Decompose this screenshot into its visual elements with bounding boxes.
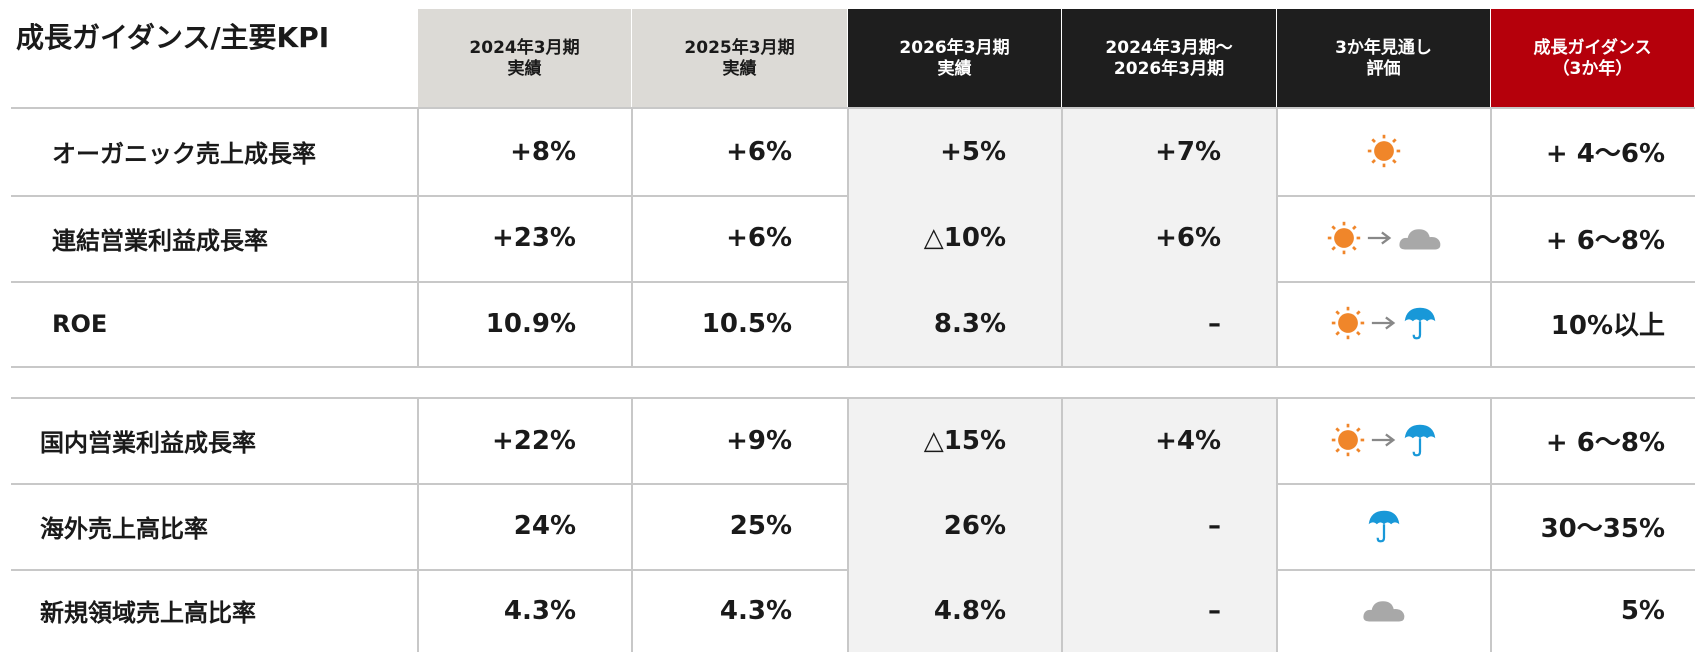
- group-line: [11, 107, 1695, 109]
- value-cell: 4.3%: [719, 595, 792, 626]
- value-cell: –: [1208, 308, 1221, 339]
- value-cell: 26%: [943, 511, 1006, 541]
- value-cell: –: [1208, 511, 1221, 541]
- value-cell: 10%以上: [1550, 311, 1665, 341]
- eval-icon: [1403, 306, 1437, 340]
- value-cell: + 6〜8%: [1545, 225, 1665, 256]
- col-line: [847, 398, 849, 652]
- value-cell: + 4〜6%: [1545, 139, 1665, 169]
- header-cell: 2026年3月期 実績: [848, 9, 1061, 108]
- eval-icon: [1330, 305, 1366, 341]
- eval-icon: [1403, 423, 1437, 457]
- value-cell: 4.8%: [933, 595, 1006, 626]
- header-cell: 成長ガイダンス （3か年）: [1491, 9, 1694, 108]
- title: 成長ガイダンス/主要KPI: [16, 21, 330, 54]
- eval-icon: [1370, 316, 1395, 330]
- value-cell: +5%: [940, 136, 1006, 167]
- col-line: [1490, 108, 1492, 366]
- col-line: [631, 398, 633, 652]
- col-line: [1276, 108, 1278, 366]
- header-cell: 2024年3月期 実績: [418, 9, 631, 108]
- eval-icon: [1326, 220, 1362, 256]
- value-cell: –: [1208, 595, 1221, 626]
- eval-icon: [1370, 433, 1395, 447]
- row-label: 海外売上高比率: [40, 514, 208, 543]
- value-cell: +6%: [1155, 223, 1221, 253]
- value-cell: +7%: [1155, 136, 1221, 167]
- value-cell: +22%: [491, 425, 576, 456]
- value-cell: 10.5%: [701, 308, 792, 339]
- col-line: [1490, 398, 1492, 652]
- eval-icon: [1363, 601, 1405, 622]
- value-cell: +23%: [491, 223, 576, 253]
- value-cell: 24%: [513, 511, 576, 541]
- value-cell: + 6〜8%: [1545, 428, 1665, 458]
- col-line: [417, 398, 419, 652]
- row-label: ROE: [52, 309, 108, 338]
- row-line: [11, 366, 1695, 368]
- row-label: 連結営業利益成長率: [52, 226, 268, 255]
- group-line: [11, 397, 1695, 399]
- col-line: [1061, 398, 1063, 652]
- col-line: [847, 108, 849, 366]
- col-line: [417, 108, 419, 366]
- row-label: オーガニック売上成長率: [52, 140, 316, 168]
- value-cell: △15%: [923, 425, 1006, 456]
- eval-icon: [1367, 509, 1401, 543]
- col-line: [1061, 108, 1063, 366]
- value-cell: 30〜35%: [1540, 513, 1665, 544]
- row-label: 国内営業利益成長率: [40, 429, 256, 457]
- eval-icon: [1399, 229, 1441, 250]
- value-cell: +6%: [726, 223, 792, 253]
- eval-icon: [1366, 231, 1391, 245]
- value-cell: 4.3%: [503, 595, 576, 626]
- value-cell: 5%: [1620, 595, 1665, 626]
- value-cell: +9%: [726, 425, 792, 456]
- header-cell: 2024年3月期〜 2026年3月期: [1062, 9, 1276, 108]
- col-line: [1276, 398, 1278, 652]
- header-cell: 2025年3月期 実績: [632, 9, 847, 108]
- value-cell: 25%: [729, 511, 792, 541]
- value-cell: +4%: [1155, 425, 1221, 456]
- eval-icon: [1330, 422, 1366, 458]
- eval-icon: [1366, 133, 1402, 169]
- col-line: [631, 108, 633, 366]
- value-cell: 10.9%: [485, 308, 576, 339]
- value-cell: +8%: [510, 136, 576, 167]
- value-cell: △10%: [923, 223, 1006, 253]
- value-cell: +6%: [726, 136, 792, 167]
- header-cell: 3か年見通し 評価: [1277, 9, 1490, 108]
- row-label: 新規領域売上高比率: [40, 599, 256, 627]
- value-cell: 8.3%: [933, 308, 1006, 339]
